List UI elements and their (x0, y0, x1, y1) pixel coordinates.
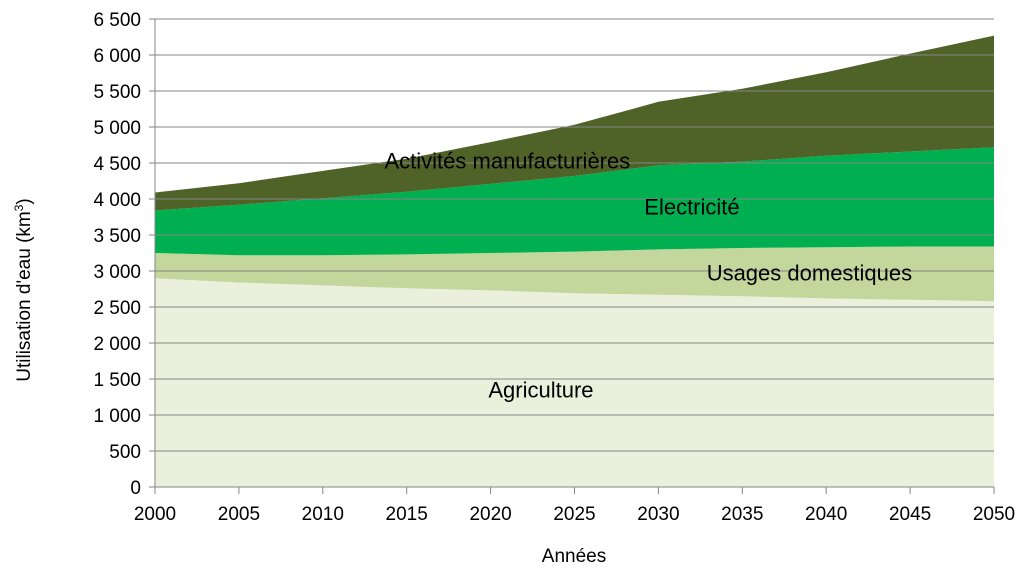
y-tick-label: 1 000 (93, 406, 141, 427)
x-tick-label: 2030 (637, 504, 679, 525)
y-tick-label: 3 500 (93, 226, 141, 247)
x-tick-label: 2020 (469, 504, 511, 525)
area-agriculture (155, 278, 994, 487)
area-usages-domestiques (155, 246, 994, 302)
x-tick-label: 2005 (218, 504, 260, 525)
x-tick-label: 2045 (889, 504, 931, 525)
y-tick-label: 5 500 (93, 82, 141, 103)
areas-layer (155, 35, 994, 487)
y-tick-label: 4 000 (93, 190, 141, 211)
y-tick-label: 0 (130, 478, 141, 499)
y-tick-label: 2 500 (93, 298, 141, 319)
x-axis-title: Années (542, 546, 606, 567)
area-activites-manufacturieres (155, 35, 994, 211)
y-tick-label: 3 000 (93, 262, 141, 283)
gridlines (155, 18, 994, 452)
y-axis-title-end: ) (14, 198, 35, 204)
area-label-electricite: Electricité (644, 194, 739, 219)
y-tick-label: 4 500 (93, 154, 141, 175)
x-tick-label: 2050 (973, 504, 1015, 525)
y-tick-label: 6 500 (93, 10, 141, 31)
area-label-activites-manufacturieres: Activités manufacturières (384, 148, 630, 173)
x-tick-label: 2035 (721, 504, 763, 525)
x-tick-label: 2040 (805, 504, 847, 525)
x-tick-labels: 2000 2005 2010 2015 2020 2025 2030 2035 2040 2045… (134, 504, 1015, 525)
area-electricite (155, 147, 994, 256)
y-tick-label: 5 000 (93, 118, 141, 139)
y-tick-label: 500 (109, 442, 141, 463)
axes (149, 18, 995, 494)
x-tick-label: 2000 (134, 504, 176, 525)
y-tick-label: 2 000 (93, 334, 141, 355)
y-axis-title-main: Utilisation d'eau (km (14, 211, 35, 381)
y-tick-label: 1 500 (93, 370, 141, 391)
y-axis-title: Utilisation d'eau (km3) (12, 198, 35, 382)
area-label-usages-domestiques: Usages domestiques (707, 261, 912, 286)
area-labels: Agriculture Usages domestiques Electricité… (384, 148, 912, 402)
y-tick-label: 6 000 (93, 46, 141, 67)
y-axis-title-superscript: 3 (12, 204, 26, 211)
x-tick-label: 2010 (302, 504, 344, 525)
y-tick-labels: 0 500 1 000 1 500 2 000 2 500 3 000 3 500 4 000 4… (93, 10, 141, 499)
x-tick-label: 2025 (553, 504, 595, 525)
area-label-agriculture: Agriculture (488, 378, 593, 403)
x-tick-label: 2015 (386, 504, 428, 525)
